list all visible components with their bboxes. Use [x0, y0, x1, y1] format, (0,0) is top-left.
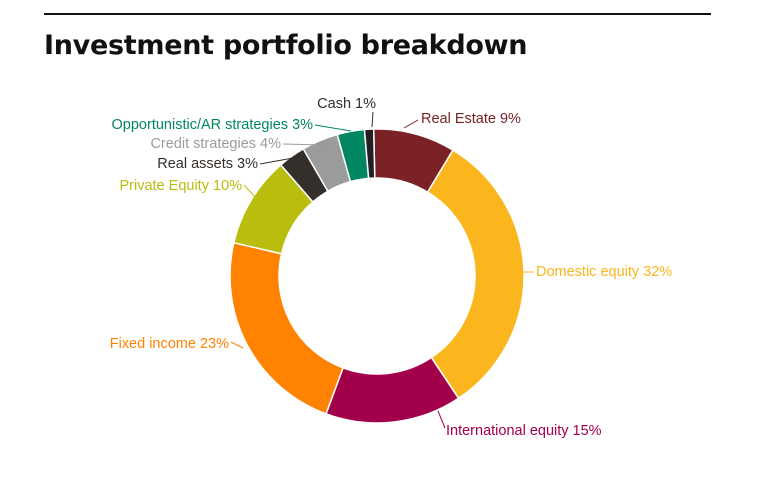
- slice-label: Credit strategies 4%: [150, 136, 281, 152]
- slice-label: Real Estate 9%: [421, 111, 521, 127]
- leader-line: [437, 410, 446, 429]
- slice-fixed-income: [229, 241, 344, 415]
- page-title: Investment portfolio breakdown: [44, 30, 528, 61]
- label-leader-lines: [230, 111, 534, 429]
- slice-cash: [363, 128, 376, 180]
- leader-line: [243, 184, 260, 202]
- slice-domestic-equity: [426, 149, 525, 400]
- slice-label: Cash 1%: [317, 96, 376, 112]
- leader-line: [259, 157, 294, 165]
- slice-label: Domestic equity 32%: [536, 264, 672, 280]
- top-rule: [44, 13, 711, 15]
- slice-labels: Real Estate 9% Domestic equity 32% Interna…: [110, 96, 673, 439]
- slice-label: Real assets 3%: [157, 156, 258, 172]
- leader-line: [282, 143, 324, 146]
- slice-label: Fixed income 23%: [110, 336, 229, 352]
- slice-label: Opportunistic/AR strategies 3%: [112, 117, 314, 133]
- leader-line: [371, 111, 374, 128]
- donut-slices: [229, 128, 525, 424]
- slice-label: International equity 15%: [446, 423, 602, 439]
- leader-line: [403, 119, 419, 129]
- slice-label: Private Equity 10%: [119, 178, 242, 194]
- leader-line: [230, 341, 244, 349]
- leader-line: [314, 124, 352, 132]
